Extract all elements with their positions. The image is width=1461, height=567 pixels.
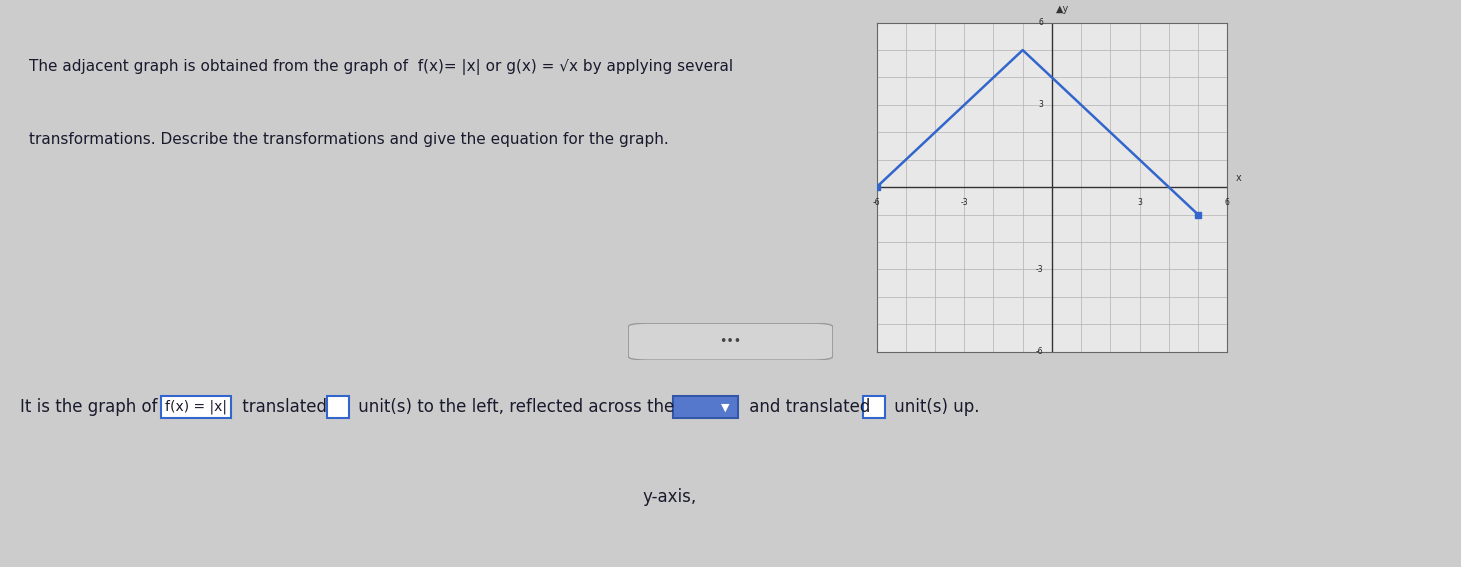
Text: -3: -3 (1036, 265, 1043, 274)
Text: ▼: ▼ (722, 402, 730, 412)
Text: f(x) = |x|: f(x) = |x| (165, 400, 228, 414)
FancyBboxPatch shape (672, 396, 738, 418)
Text: -6: -6 (1036, 347, 1043, 356)
Text: 6: 6 (1224, 198, 1230, 207)
Text: and translated: and translated (744, 398, 875, 416)
FancyBboxPatch shape (327, 396, 349, 418)
Text: 6: 6 (1039, 18, 1043, 27)
Text: -3: -3 (960, 198, 969, 207)
Text: -6: -6 (872, 198, 881, 207)
FancyBboxPatch shape (628, 323, 833, 360)
Text: y-axis,: y-axis, (643, 488, 697, 506)
Text: 3: 3 (1039, 100, 1043, 109)
Text: translated: translated (237, 398, 333, 416)
Text: unit(s) up.: unit(s) up. (888, 398, 979, 416)
Text: The adjacent graph is obtained from the graph of  f(x)= |x| or g(x) = √x by appl: The adjacent graph is obtained from the … (29, 59, 733, 75)
FancyBboxPatch shape (862, 396, 884, 418)
Text: unit(s) to the left, reflected across the: unit(s) to the left, reflected across th… (352, 398, 679, 416)
Text: ▲y: ▲y (1056, 5, 1069, 15)
Text: transformations. Describe the transformations and give the equation for the grap: transformations. Describe the transforma… (29, 132, 669, 146)
Text: x: x (1236, 173, 1242, 183)
Text: •••: ••• (719, 335, 742, 348)
Text: 3: 3 (1137, 198, 1143, 207)
Text: It is the graph of: It is the graph of (20, 398, 162, 416)
FancyBboxPatch shape (161, 396, 231, 418)
